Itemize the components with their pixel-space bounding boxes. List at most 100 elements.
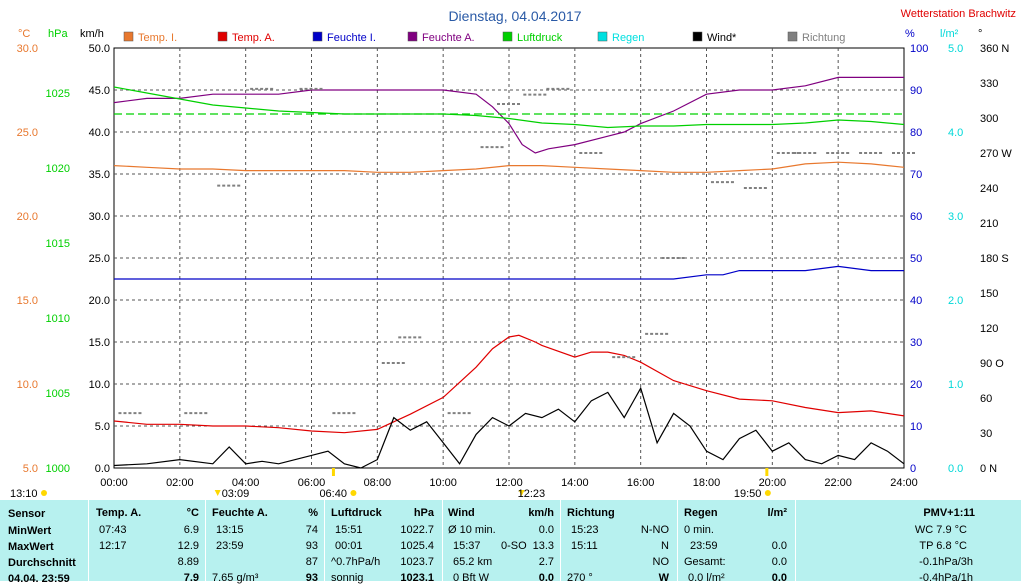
x-axis-tick: 04:00 [232,477,260,489]
regen-max-value: 0.0 [771,540,787,552]
richtung-min-time: 15:23 [571,524,599,536]
axis-ticks: 5.010.015.020.025.030.010001005101010151… [17,43,1013,489]
temp-i-line [113,161,905,173]
luftdruck-unit: hPa [413,507,434,519]
sun-icon [350,490,357,496]
regen-total-label: Gesamt: [684,556,726,568]
wind-axis-tick: 30.0 [89,211,110,223]
temp-a-column: Temp. A. °C 07:43 6.9 12:17 12.9 8.89 7.… [89,500,205,584]
sun-icon [41,490,47,496]
luftdruck-max-time: 00:01 [335,540,363,552]
temp-a-min-value: 6.9 [183,524,199,536]
pmv-pressure-trend-3h: -0.1hPa/3h [919,556,973,568]
temp-a-avg-value: 8.89 [177,556,199,568]
luftdruck-min-value: 1022.7 [400,524,434,536]
sunrise-label: 06:40 [319,488,347,500]
rain-axis-tick: 3.0 [948,211,963,223]
pressure-axis-tick: 1005 [46,388,70,400]
moon-duration-label: 13:10 [10,488,38,500]
wind-max-direction: 0-SO [501,540,527,552]
feuchte-a-unit: % [308,507,318,519]
richtung-max-time: 15:11 [571,540,598,552]
legend-swatch [123,31,134,42]
divider [88,500,89,581]
direction-axis-tick: 300 [980,113,998,125]
richtung-current-value: W [658,572,669,584]
legend-swatch [692,31,703,42]
luftdruck-trend: ^0.7hPa/h [331,556,381,568]
direction-axis-tick: 180 S [980,253,1009,265]
sensor-column: Sensor MinWert MaxWert Durchschnitt 04.0… [0,500,88,585]
legend-swatch [597,31,608,42]
station-name: Wetterstation Brachwitz [901,8,1016,20]
luftdruck-forecast: sonnig [331,572,364,584]
luftdruck-current-value: 1023.1 [400,572,434,584]
pmv-pressure-trend-1h: -0.4hPa/1h [919,572,973,584]
feuchte-i-line [114,265,904,280]
series-layer [113,76,916,469]
temp-axis-tick: 15.0 [17,295,38,307]
legend-label: Luftdruck [517,32,563,44]
divider [324,500,325,581]
feuchte-a-min-value: 74 [305,524,318,536]
rain-axis-tick: 5.0 [948,43,963,55]
wind-axis-tick: 10.0 [89,379,110,391]
feuchte-a-line [113,76,904,154]
humidity-axis-tick: 100 [910,43,928,55]
regen-unit: l/m² [767,507,787,519]
pmv-column: PMV+1:11 WC 7.9 °C TP 6.8 °C -0.1hPa/3h … [796,500,1021,584]
temp-axis-tick: 5.0 [23,463,38,475]
wind-column: Wind km/h Ø 10 min. 0.0 15:37 0-SO 13.3 … [443,500,560,584]
x-axis-tick: 16:00 [627,477,655,489]
row-label-avg: Durchschnitt [8,557,76,569]
divider [677,500,678,581]
x-axis-tick: 12:00 [495,477,523,489]
legend-label: Regen [612,32,644,44]
luftdruck-line [113,86,905,129]
wind-axis-tick: 5.0 [95,421,110,433]
temp-axis-tick: 25.0 [17,127,38,139]
humidity-axis-tick: 0 [910,463,916,475]
divider [205,500,206,581]
humidity-axis-tick: 70 [910,169,922,181]
luftdruck-header: Luftdruck [331,507,382,519]
feuchte-a-header: Feuchte A. [212,507,268,519]
regen-header: Regen [684,507,718,519]
temp-axis-tick: 30.0 [17,43,38,55]
legend-label: Feuchte A. [422,32,475,44]
divider [442,500,443,581]
temp-a-header: Temp. A. [96,507,142,519]
x-axis-tick: 14:00 [561,477,589,489]
legend-label: Temp. A. [232,32,275,44]
rain-axis-tick: 0.0 [948,463,963,475]
wind-current-value: 0.0 [538,572,554,584]
sensor-header: Sensor [8,508,46,520]
legend-label: Richtung [802,32,845,44]
regen-total-value: 0.0 [771,556,787,568]
wind-bft: 0 Bft W [453,572,490,584]
feuchte-a-avg-value: 87 [305,556,318,568]
direction-axis-tick: 0 N [980,463,997,475]
x-axis-tick: 24:00 [890,477,918,489]
pressure-axis-tick: 1015 [46,238,70,250]
regen-rate: 0.0 l/m² [688,572,725,584]
x-axis-tick: 10:00 [429,477,457,489]
sun-icon [764,490,771,496]
x-axis-tick: 22:00 [824,477,852,489]
feuchte-a-abs-humidity: 7.65 g/m³ [212,572,259,584]
statistics-panel: Sensor MinWert MaxWert Durchschnitt 04.0… [0,500,1021,585]
feuchte-a-current-value: 93 [305,572,318,584]
rain-unit-label: l/m² [940,28,959,40]
humidity-axis-tick: 40 [910,295,922,307]
direction-axis-tick: 270 W [980,148,1012,160]
rain-axis-tick: 4.0 [948,127,963,139]
x-axis-tick: 20:00 [759,477,787,489]
direction-axis-tick: 240 [980,183,998,195]
wind-axis-tick: 40.0 [89,127,110,139]
sunset-label: 19:50 [734,488,762,500]
direction-axis-tick: 360 N [980,43,1009,55]
legend-label: Wind* [707,32,737,44]
moonrise-arrow [518,490,525,496]
luftdruck-avg-value: 1023.7 [400,556,434,568]
luftdruck-max-value: 1025.4 [400,540,434,552]
